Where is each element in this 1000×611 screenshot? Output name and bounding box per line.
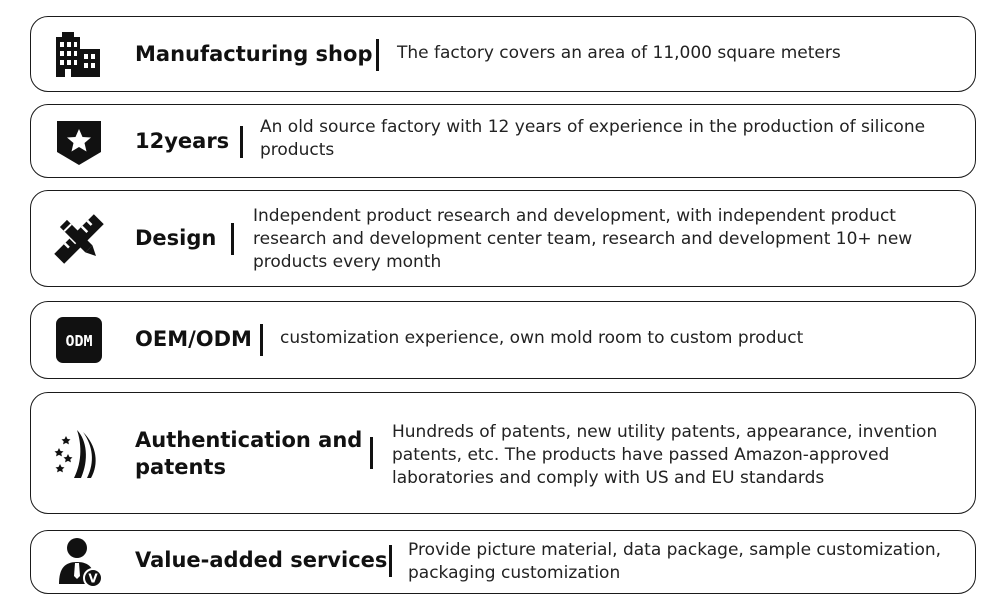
feature-card-patents: Authentication and patents Hundreds of p… <box>30 392 976 514</box>
buildings-icon <box>53 29 105 81</box>
feature-description: The factory covers an area of 11,000 squ… <box>397 43 841 63</box>
star-shield-icon <box>53 116 105 168</box>
pencil-ruler-icon <box>53 213 105 265</box>
feature-title: Manufacturing shop <box>135 42 373 66</box>
divider <box>376 39 379 71</box>
divider <box>231 223 234 255</box>
service-person-icon: V <box>53 536 105 588</box>
feature-card-years: 12years An old source factory with 12 ye… <box>30 104 976 178</box>
feature-title: Value-added services <box>135 548 388 572</box>
svg-text:V: V <box>88 572 98 586</box>
odm-badge-icon: ODM <box>53 314 105 366</box>
feature-card-design: Design Independent product research and … <box>30 190 976 287</box>
feature-title: 12years <box>135 129 230 153</box>
feature-description: Provide picture material, data package, … <box>408 540 942 583</box>
feature-description: Independent product research and develop… <box>253 206 913 272</box>
feature-title: OEM/ODM <box>135 327 252 351</box>
feature-description: An old source factory with 12 years of e… <box>260 117 926 160</box>
feature-description: customization experience, own mold room … <box>280 328 804 348</box>
divider <box>370 437 373 469</box>
divider <box>240 126 243 158</box>
divider <box>260 324 263 356</box>
divider <box>389 545 392 577</box>
feature-title: Authentication and patents <box>135 428 363 479</box>
feature-card-oem-odm: ODM OEM/ODM customization experience, ow… <box>30 301 976 379</box>
feature-card-value-added: V Value-added services Provide picture m… <box>30 530 976 594</box>
feature-title: Design <box>135 226 217 250</box>
patent-stars-icon <box>53 428 105 480</box>
svg-text:ODM: ODM <box>65 332 92 350</box>
feature-card-manufacturing: Manufacturing shop The factory covers an… <box>30 16 976 92</box>
feature-description: Hundreds of patents, new utility patents… <box>392 422 938 488</box>
